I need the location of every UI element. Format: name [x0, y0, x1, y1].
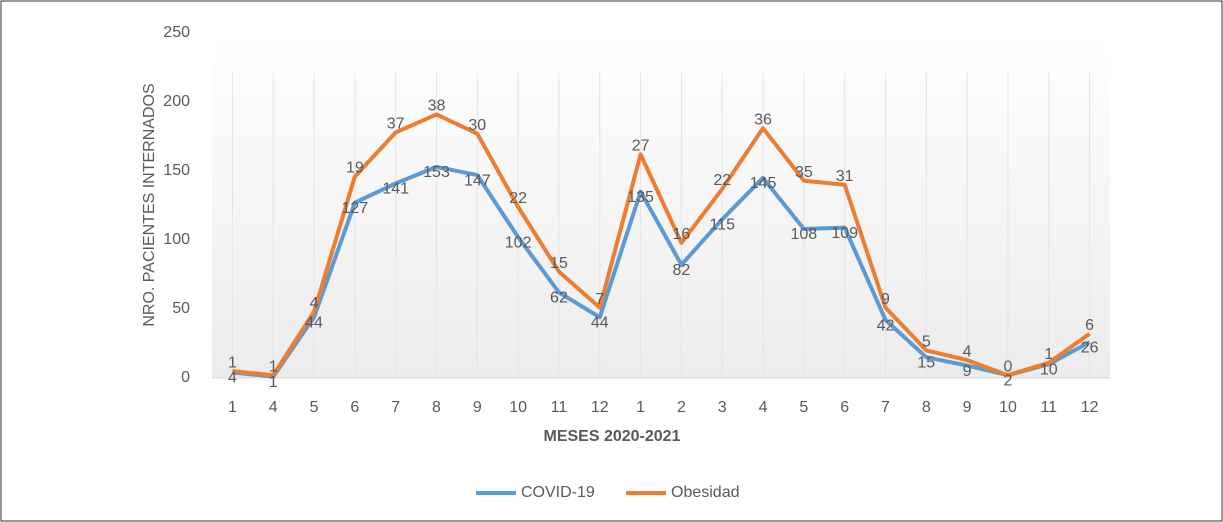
- data-label: 0: [1004, 358, 1013, 375]
- y-tick-label: 100: [163, 231, 190, 248]
- data-label: 145: [750, 175, 777, 192]
- series-line: [232, 112, 1091, 378]
- data-label: 4: [228, 370, 237, 387]
- data-label: 16: [673, 226, 691, 243]
- y-tick-label: 150: [163, 162, 190, 179]
- data-label: 108: [791, 226, 818, 243]
- data-label: 15: [550, 255, 568, 272]
- x-tick-label: 12: [1081, 399, 1099, 416]
- x-tick-label: 1: [228, 399, 237, 416]
- data-label: 35: [795, 164, 813, 181]
- x-tick-label: 9: [473, 399, 482, 416]
- data-label: 9: [963, 363, 972, 380]
- y-tick-label: 250: [163, 24, 190, 41]
- x-tick-label: 10: [999, 399, 1017, 416]
- data-label: 42: [877, 317, 895, 334]
- x-tick-label: 6: [350, 399, 359, 416]
- y-tick-label: 200: [163, 93, 190, 110]
- x-tick-label: 4: [759, 399, 768, 416]
- x-tick-label: 1: [636, 399, 645, 416]
- legend-label: Obesidad: [671, 484, 740, 501]
- data-label: 10: [1040, 361, 1058, 378]
- x-tick-label: 11: [551, 399, 568, 416]
- data-label: 6: [1085, 317, 1094, 334]
- data-label: 4: [310, 295, 319, 312]
- data-label: 15: [917, 355, 935, 372]
- x-tick-label: 11: [1040, 399, 1057, 416]
- x-tick-label: 8: [922, 399, 931, 416]
- data-label: 82: [673, 262, 691, 279]
- x-tick-label: 7: [881, 399, 890, 416]
- data-label: 44: [305, 314, 323, 331]
- x-tick-label: 9: [963, 399, 972, 416]
- data-label: 22: [713, 172, 731, 189]
- data-label: 2: [1004, 372, 1013, 389]
- data-label: 62: [550, 290, 568, 307]
- x-tick-label: 4: [269, 399, 278, 416]
- x-tick-label: 10: [509, 399, 527, 416]
- plot-background: [212, 33, 1110, 378]
- data-label: 147: [464, 172, 491, 189]
- data-label: 153: [423, 164, 450, 181]
- x-tick-label: 8: [432, 399, 441, 416]
- data-label: 5: [922, 334, 931, 351]
- data-label: 38: [428, 98, 446, 115]
- data-label: 1: [228, 354, 237, 371]
- data-label: 135: [627, 189, 654, 206]
- y-axis-title: NRO. PACIENTES INTERNADOS: [141, 83, 158, 326]
- data-label: 19: [346, 160, 364, 177]
- x-tick-label: 2: [677, 399, 686, 416]
- data-label: 22: [509, 190, 527, 207]
- x-tick-label: 3: [718, 399, 727, 416]
- data-label: 109: [831, 225, 858, 242]
- series-line: [232, 164, 1091, 379]
- data-label: 1: [1044, 346, 1053, 363]
- data-label: 1: [269, 374, 278, 391]
- y-tick-label: 50: [172, 300, 190, 317]
- data-label: 102: [505, 234, 532, 251]
- data-label: 27: [632, 138, 650, 155]
- data-label: 44: [591, 314, 609, 331]
- data-label: 4: [963, 343, 972, 360]
- data-label: 115: [709, 217, 735, 234]
- x-axis-title: MESES 2020-2021: [544, 428, 681, 445]
- data-label: 9: [881, 291, 890, 308]
- x-tick-label: 5: [799, 399, 808, 416]
- legend-label: COVID-19: [521, 484, 595, 501]
- data-label: 7: [595, 291, 604, 308]
- x-tick-label: 5: [310, 399, 319, 416]
- y-tick-label: 0: [181, 369, 190, 386]
- x-tick-label: 12: [591, 399, 609, 416]
- data-label: 36: [754, 111, 772, 128]
- data-label: 127: [342, 200, 369, 217]
- data-label: 26: [1081, 339, 1099, 356]
- x-tick-label: 6: [840, 399, 849, 416]
- data-label: 37: [387, 116, 405, 133]
- data-label: 31: [836, 168, 854, 185]
- data-label: 1: [269, 358, 278, 375]
- data-label: 30: [468, 117, 486, 134]
- x-tick-label: 7: [391, 399, 400, 416]
- data-label: 141: [382, 181, 409, 198]
